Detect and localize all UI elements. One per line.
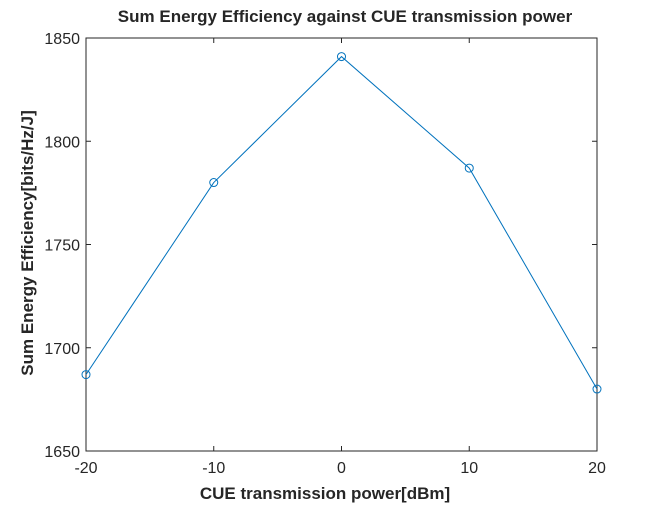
data-point	[592, 384, 602, 394]
x-tick-label: 10	[460, 460, 478, 477]
x-tick-label: 20	[588, 460, 606, 477]
x-axis: -20 -10 0 10 20	[74, 38, 606, 477]
data-point	[337, 52, 346, 62]
data-point	[209, 178, 219, 188]
x-axis-label: CUE transmission power[dBm]	[200, 484, 450, 503]
data-point	[464, 163, 474, 173]
plot-area	[85, 37, 598, 452]
y-axis: 1650 1700 1750 1800 1850	[44, 31, 597, 461]
x-tick-label: -10	[202, 460, 225, 477]
y-tick-label: 1650	[44, 444, 80, 461]
data-point	[81, 370, 91, 380]
chart-title: Sum Energy Efficiency against CUE transm…	[118, 7, 573, 26]
y-tick-label: 1800	[44, 134, 80, 151]
y-tick-label: 1700	[44, 341, 80, 358]
x-tick-label: -20	[74, 460, 97, 477]
y-tick-label: 1850	[44, 31, 80, 48]
y-axis-label: Sum Energy Efficiency[bits/Hz/J]	[18, 110, 37, 375]
y-tick-label: 1750	[44, 238, 80, 255]
x-tick-label: 0	[337, 460, 346, 477]
series-layer	[81, 52, 602, 394]
series-line	[85, 55, 598, 390]
